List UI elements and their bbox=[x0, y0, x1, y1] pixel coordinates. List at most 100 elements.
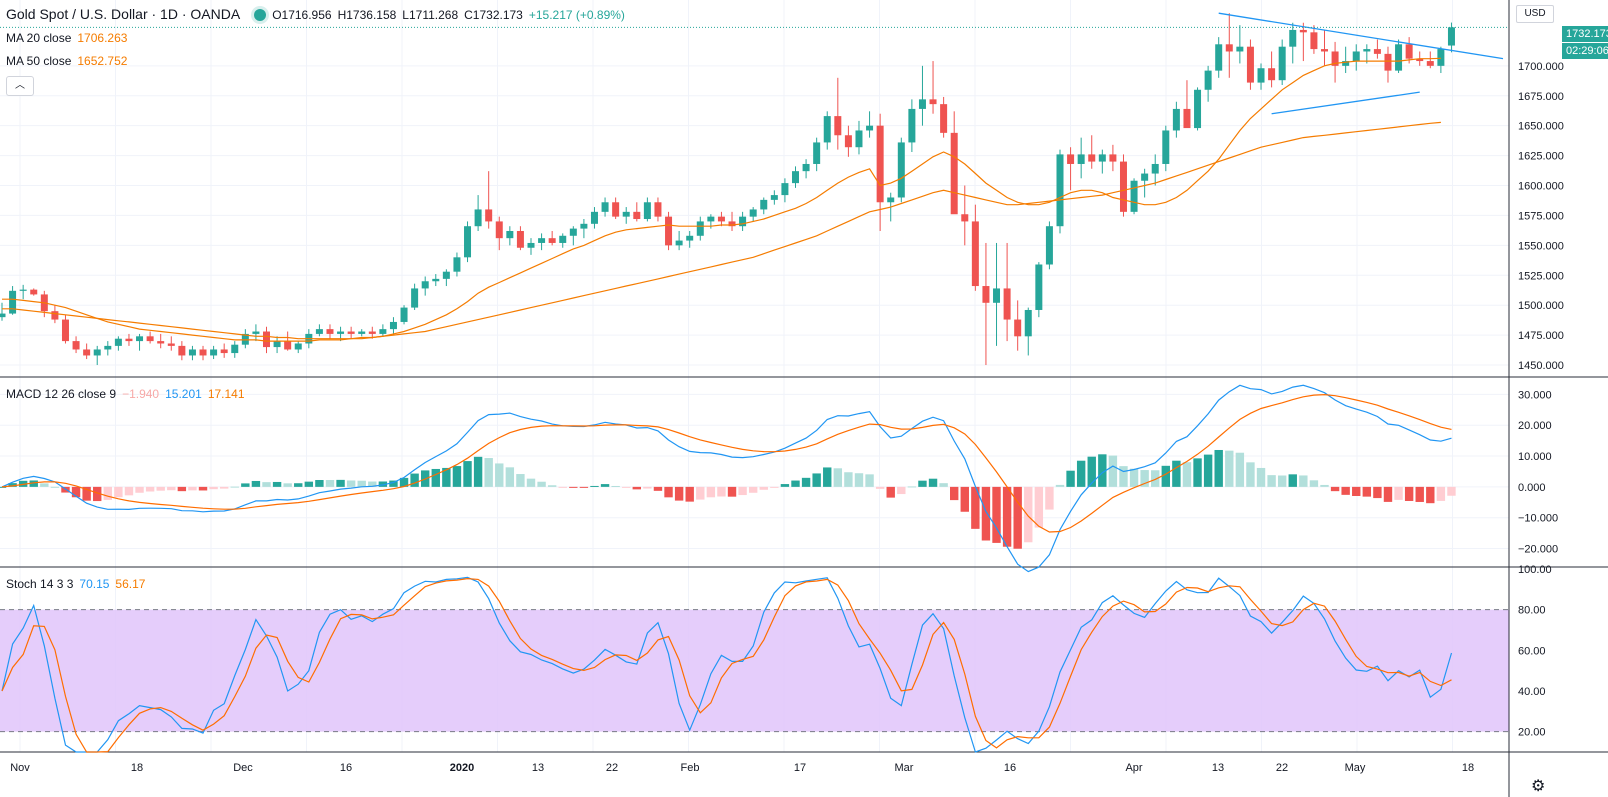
macd-signal-line bbox=[1, 393, 1452, 533]
candle-body bbox=[516, 230, 524, 248]
macd-histogram-bar bbox=[780, 484, 790, 487]
ma50-legend[interactable]: MA 50 close 1652.752 bbox=[6, 53, 133, 69]
candle-body bbox=[0, 313, 6, 318]
candle-body bbox=[1331, 51, 1339, 66]
collapse-legend-button[interactable]: ︿ bbox=[6, 76, 34, 96]
macd-histogram-bar bbox=[135, 486, 144, 493]
macd-histogram-bar bbox=[294, 483, 303, 487]
candle-body bbox=[1352, 51, 1360, 62]
candle-body bbox=[1194, 89, 1202, 129]
currency-button[interactable]: USD bbox=[1516, 5, 1554, 23]
macd-histogram-bar bbox=[50, 486, 60, 488]
candle-body bbox=[929, 99, 937, 105]
macd-histogram-bar bbox=[1309, 480, 1319, 487]
time-axis-label: 17 bbox=[794, 762, 806, 774]
macd-legend[interactable]: MACD 12 26 close 9 −1.940 15.201 17.141 bbox=[6, 386, 251, 402]
candle-body bbox=[389, 321, 397, 330]
candle-body bbox=[178, 345, 186, 356]
macd-histogram-bar bbox=[410, 473, 419, 487]
macd-histogram-bar bbox=[939, 483, 948, 487]
macd-histogram-bar bbox=[473, 456, 483, 487]
candle-body bbox=[675, 240, 683, 246]
macd-histogram-bar bbox=[1172, 460, 1181, 487]
candle-body bbox=[210, 349, 218, 356]
gear-icon[interactable]: ⚙ bbox=[1531, 778, 1546, 795]
macd-histogram-bar bbox=[103, 486, 112, 500]
candle-body bbox=[188, 349, 196, 356]
candle-body bbox=[1035, 264, 1043, 310]
candle-body bbox=[72, 341, 80, 350]
lower-trendline bbox=[1271, 91, 1420, 115]
macd-histogram-bar bbox=[1024, 486, 1033, 543]
macd-histogram-bar bbox=[336, 479, 345, 487]
candle-body bbox=[93, 349, 101, 356]
price-tick-label: 1475.000 bbox=[1518, 330, 1564, 342]
macd-histogram-bar bbox=[1277, 475, 1287, 487]
macd-histogram-bar bbox=[114, 486, 123, 498]
macd-histogram-bar bbox=[219, 486, 229, 489]
candle-body bbox=[633, 211, 641, 220]
stoch-tick-label: 80.00 bbox=[1518, 605, 1546, 617]
macd-histogram-bar bbox=[1055, 484, 1065, 487]
chevron-up-icon: ︿ bbox=[15, 80, 25, 91]
macd-histogram-bar bbox=[738, 486, 747, 496]
macd-histogram-bar bbox=[1129, 468, 1139, 487]
macd-tick-label: 10.000 bbox=[1518, 451, 1552, 463]
candle-body bbox=[1395, 44, 1403, 71]
macd-histogram-bar bbox=[717, 486, 726, 497]
candle-body bbox=[982, 286, 990, 303]
candle-body bbox=[971, 221, 979, 287]
candle-body bbox=[834, 116, 842, 136]
macd-histogram-bar bbox=[29, 480, 38, 487]
macd-histogram-bar bbox=[537, 481, 546, 487]
ma20-value: 1706.263 bbox=[77, 31, 128, 45]
time-axis-label: Feb bbox=[681, 762, 700, 774]
candle-body bbox=[9, 290, 17, 314]
candle-body bbox=[728, 221, 736, 227]
macd-histogram-bar bbox=[1320, 484, 1329, 487]
candle-body bbox=[1299, 29, 1307, 33]
candle-body bbox=[665, 216, 673, 246]
stoch-legend[interactable]: Stoch 14 3 3 70.15 56.17 bbox=[6, 576, 151, 592]
macd-histogram-bar bbox=[696, 486, 705, 500]
macd-line bbox=[1, 384, 1452, 573]
macd-signal-value: 17.141 bbox=[207, 387, 245, 401]
macd-histogram-bar bbox=[283, 483, 292, 487]
ma20-legend[interactable]: MA 20 close 1706.263 bbox=[6, 30, 133, 46]
macd-histogram-bar bbox=[971, 486, 980, 529]
macd-histogram-bar bbox=[1214, 449, 1223, 487]
macd-histogram-bar bbox=[1076, 460, 1086, 487]
candle-body bbox=[368, 331, 376, 334]
macd-histogram-bar bbox=[1002, 486, 1012, 547]
candle-body bbox=[781, 183, 789, 196]
macd-histogram-bar bbox=[1288, 474, 1297, 487]
candle-body bbox=[421, 281, 429, 289]
macd-histogram-bar bbox=[622, 486, 631, 488]
candle-body bbox=[263, 331, 270, 348]
macd-histogram-bar bbox=[1415, 486, 1424, 502]
macd-histogram-bar bbox=[643, 486, 652, 489]
macd-histogram-bar bbox=[241, 483, 250, 487]
ma20-line bbox=[2, 57, 1441, 342]
macd-line-value: 15.201 bbox=[165, 387, 202, 401]
candle-body bbox=[760, 199, 768, 210]
macd-histogram-bar bbox=[304, 481, 314, 487]
candle-body bbox=[400, 307, 408, 322]
macd-histogram-bar bbox=[399, 477, 409, 487]
candle-body bbox=[1246, 46, 1254, 83]
candle-body bbox=[220, 349, 228, 354]
macd-histogram-bar bbox=[590, 485, 599, 487]
countdown-tag: 02:29:06 bbox=[1562, 43, 1608, 59]
candle-body bbox=[887, 197, 895, 203]
candle-body bbox=[61, 319, 69, 342]
candle-body bbox=[1045, 226, 1053, 265]
macd-histogram-bar bbox=[632, 486, 641, 490]
macd-tick-label: 20.000 bbox=[1518, 420, 1552, 432]
candle-body bbox=[590, 211, 598, 224]
stoch-tick-label: 60.00 bbox=[1518, 645, 1546, 657]
candle-body bbox=[1141, 173, 1149, 181]
macd-histogram-bar bbox=[1098, 454, 1107, 487]
macd-histogram-bar bbox=[664, 486, 673, 498]
macd-histogram-bar bbox=[1225, 450, 1234, 487]
